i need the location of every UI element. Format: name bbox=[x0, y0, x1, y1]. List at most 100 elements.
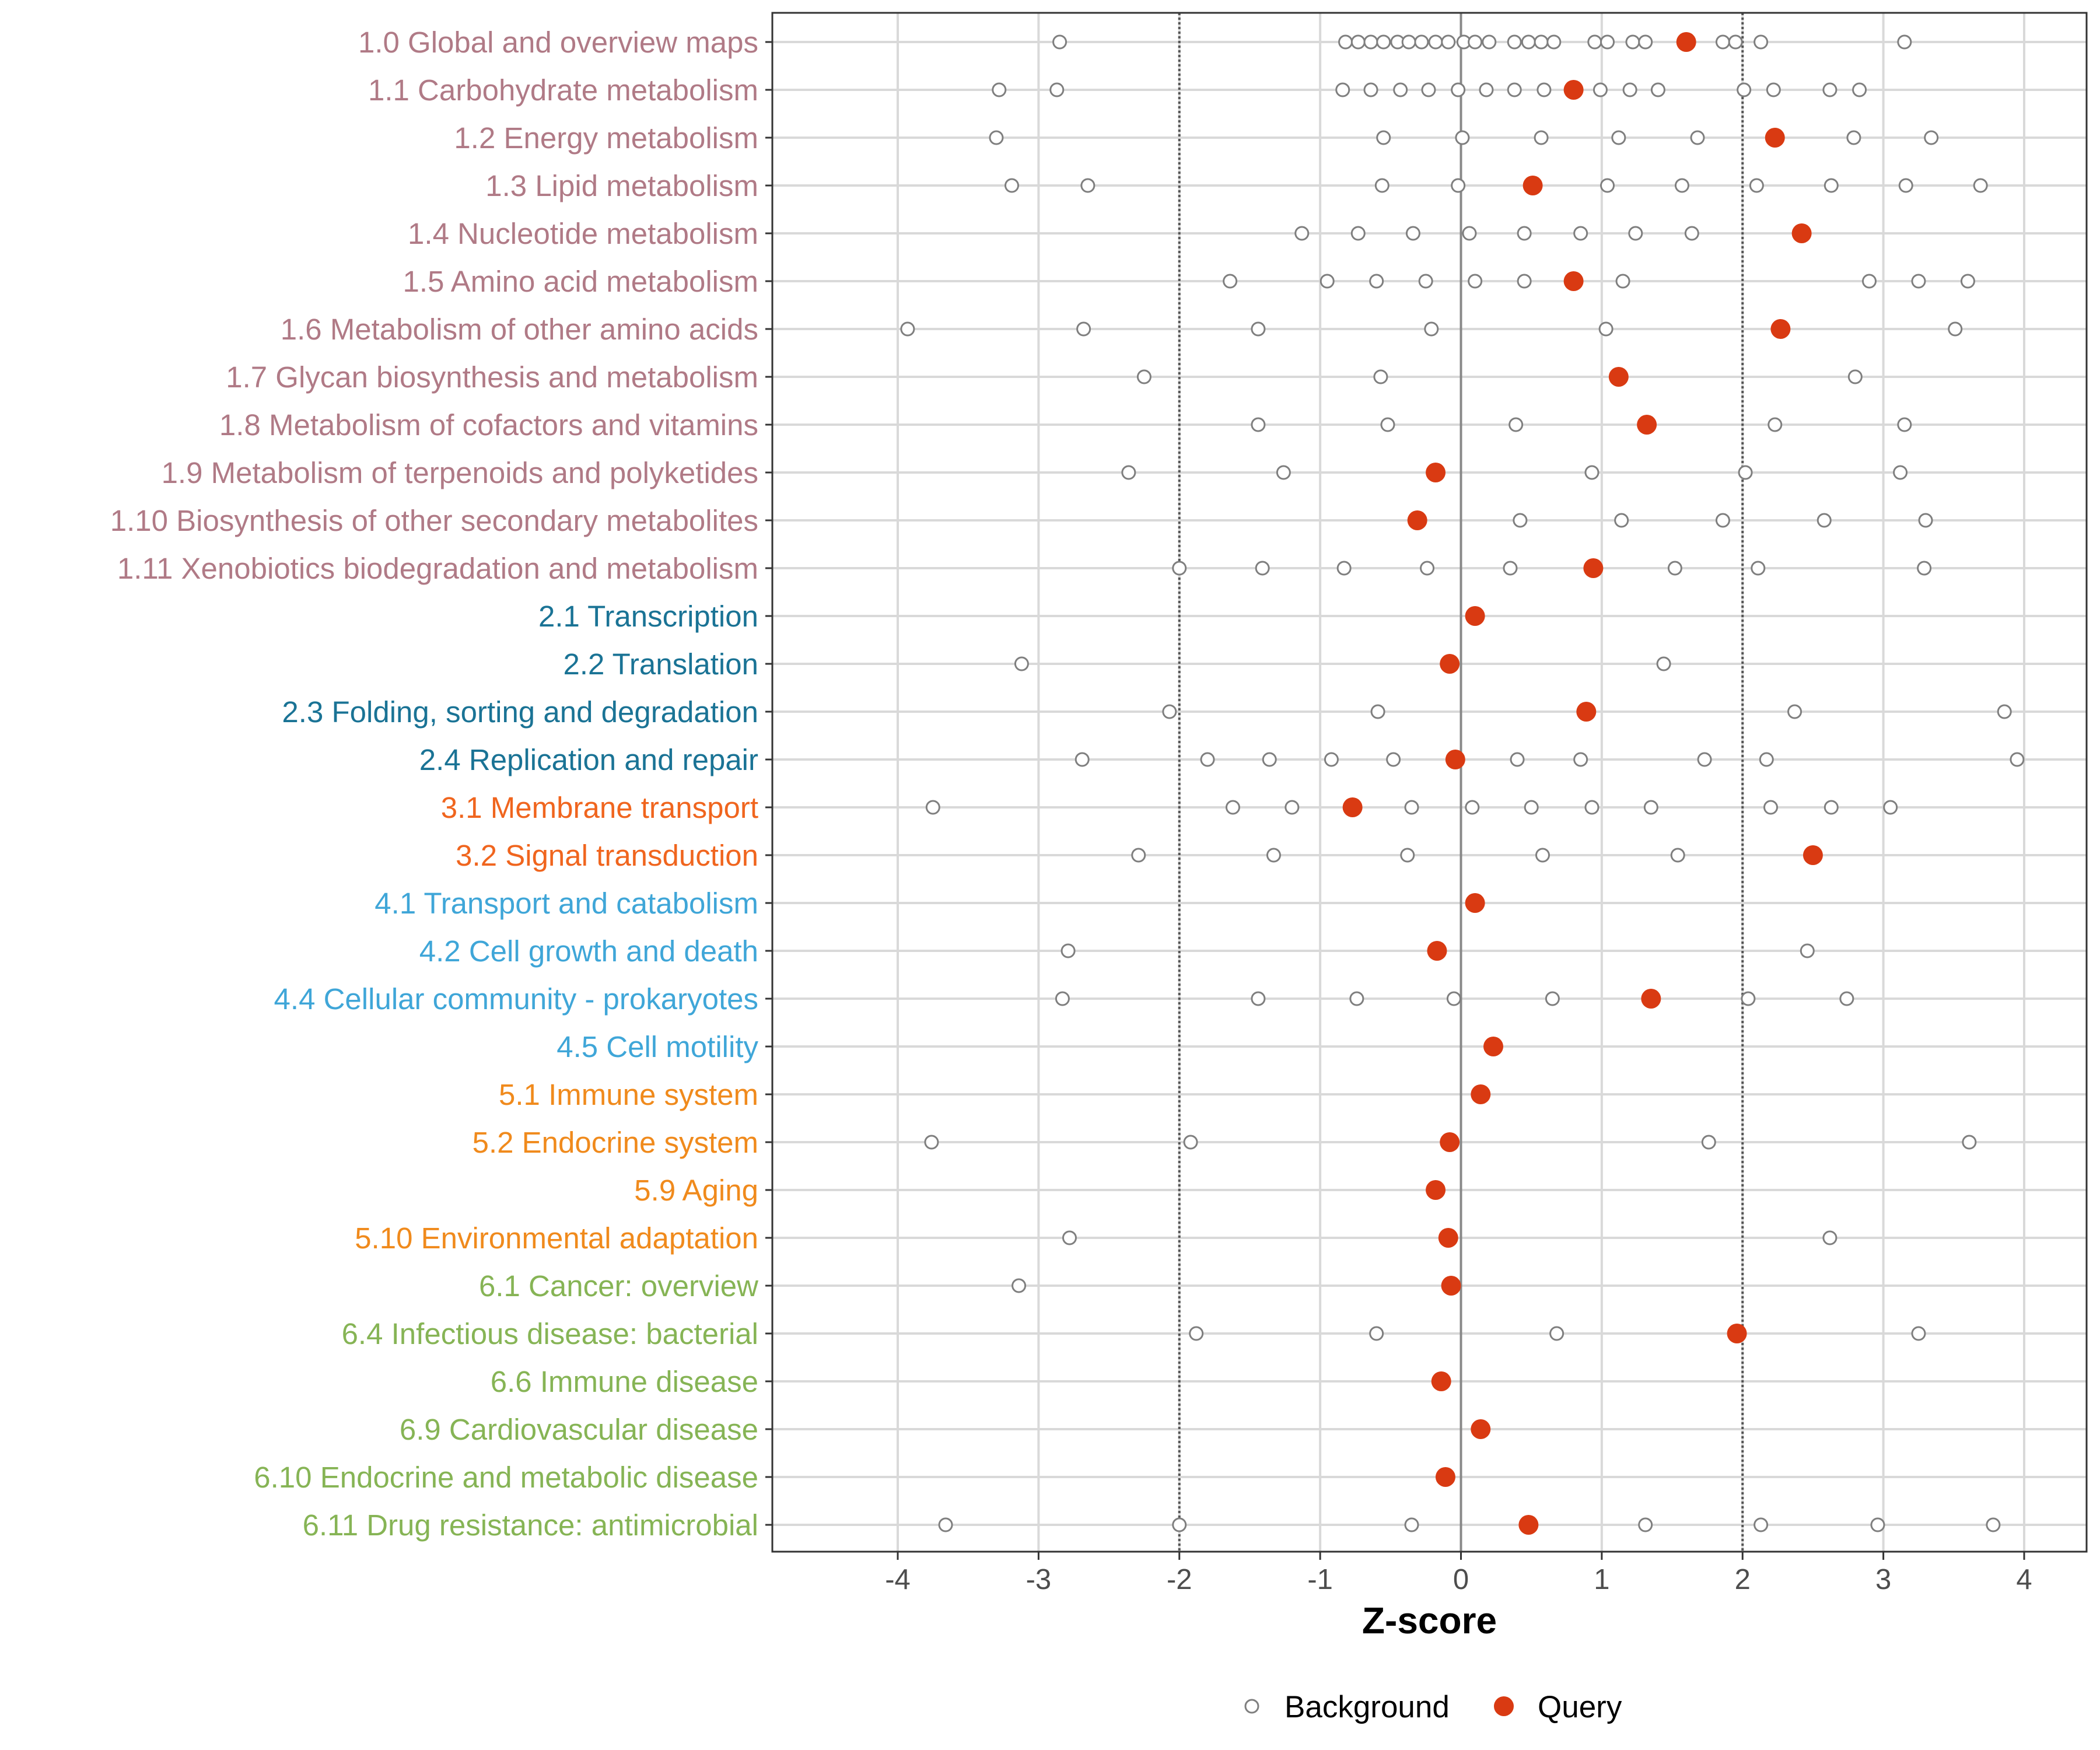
background-point bbox=[1468, 274, 1483, 289]
background-points bbox=[900, 34, 2025, 1532]
background-point bbox=[1615, 274, 1630, 289]
background-point bbox=[1510, 752, 1525, 767]
legend-background-label: Background bbox=[1284, 1690, 1450, 1724]
background-point bbox=[1465, 800, 1480, 815]
background-point bbox=[1225, 800, 1240, 815]
background-point bbox=[1584, 800, 1600, 815]
background-point bbox=[900, 321, 915, 337]
background-point bbox=[1507, 34, 1522, 50]
background-point bbox=[1251, 321, 1266, 337]
background-point bbox=[1534, 34, 1549, 50]
x-tick-label: 0 bbox=[1453, 1564, 1469, 1595]
background-point bbox=[1074, 752, 1090, 767]
background-point bbox=[1294, 226, 1310, 241]
background-point bbox=[1911, 274, 1926, 289]
background-point bbox=[1741, 991, 1756, 1006]
query-point bbox=[1483, 1037, 1504, 1056]
background-point bbox=[1824, 800, 1839, 815]
category-label: 2.3 Folding, sorting and degradation bbox=[282, 695, 758, 729]
query-point bbox=[1440, 654, 1460, 674]
background-point bbox=[1380, 417, 1395, 432]
background-point bbox=[1897, 417, 1912, 432]
background-point bbox=[1014, 656, 1029, 671]
background-point bbox=[1005, 178, 1020, 193]
background-point bbox=[1787, 704, 1803, 719]
background-point bbox=[1611, 130, 1626, 145]
query-points bbox=[1342, 32, 1823, 1535]
category-label: 5.2 Endocrine system bbox=[473, 1126, 758, 1159]
x-tick-label: -2 bbox=[1167, 1564, 1192, 1595]
background-point bbox=[1172, 1517, 1187, 1532]
background-point bbox=[1369, 1326, 1384, 1341]
background-point bbox=[1973, 178, 1988, 193]
category-label: 5.9 Aging bbox=[634, 1174, 758, 1207]
x-tick-label: -4 bbox=[885, 1564, 911, 1595]
background-point bbox=[1824, 178, 1839, 193]
background-point bbox=[1622, 82, 1637, 97]
background-point bbox=[1650, 82, 1665, 97]
category-label: 1.7 Glycan biosynthesis and metabolism bbox=[226, 360, 758, 394]
background-point bbox=[1455, 130, 1470, 145]
background-point bbox=[1451, 178, 1466, 193]
category-label: 1.2 Energy metabolism bbox=[454, 121, 758, 155]
background-point bbox=[1421, 82, 1436, 97]
background-point bbox=[1049, 82, 1065, 97]
background-point bbox=[1670, 848, 1685, 863]
query-point bbox=[1435, 1467, 1455, 1487]
background-point bbox=[1749, 178, 1764, 193]
background-point bbox=[1349, 991, 1364, 1006]
x-axis-title: Z-score bbox=[1362, 1600, 1497, 1642]
background-point bbox=[1418, 274, 1433, 289]
background-point bbox=[1374, 178, 1390, 193]
background-point bbox=[1055, 991, 1070, 1006]
background-point bbox=[1535, 848, 1550, 863]
background-point bbox=[1183, 1135, 1198, 1150]
background-point bbox=[1424, 321, 1439, 337]
background-point bbox=[1284, 800, 1300, 815]
category-label: 6.11 Drug resistance: antimicrobial bbox=[303, 1508, 758, 1542]
background-point bbox=[1822, 82, 1838, 97]
background-point bbox=[1625, 34, 1640, 50]
background-point bbox=[1162, 704, 1177, 719]
category-label: 4.4 Cellular community - prokaryotes bbox=[274, 982, 758, 1016]
x-tick-label: -3 bbox=[1026, 1564, 1052, 1595]
background-point bbox=[1266, 848, 1281, 863]
background-point bbox=[1545, 991, 1560, 1006]
background-point bbox=[1350, 226, 1366, 241]
x-axis: -4 -3 -2 -1 0 1 2 3 4 bbox=[885, 1552, 2032, 1595]
background-point bbox=[1428, 34, 1443, 50]
background-point bbox=[1414, 34, 1429, 50]
background-point bbox=[1598, 321, 1614, 337]
background-point bbox=[1251, 991, 1266, 1006]
background-point bbox=[1441, 34, 1456, 50]
background-point bbox=[1363, 34, 1378, 50]
background-point bbox=[1592, 82, 1608, 97]
category-label: 1.6 Metabolism of other amino acids bbox=[281, 313, 758, 346]
category-label: 6.9 Cardiovascular disease bbox=[400, 1413, 758, 1446]
category-label: 6.6 Immune disease bbox=[491, 1365, 758, 1398]
query-point bbox=[1426, 463, 1446, 482]
background-point bbox=[1507, 82, 1522, 97]
x-tick-label: 1 bbox=[1594, 1564, 1609, 1595]
background-point bbox=[1546, 34, 1562, 50]
query-point bbox=[1471, 1084, 1491, 1104]
query-point bbox=[1641, 989, 1661, 1009]
background-point bbox=[1121, 465, 1136, 480]
background-point bbox=[1320, 274, 1335, 289]
query-point bbox=[1445, 750, 1465, 769]
query-point bbox=[1440, 1132, 1460, 1152]
query-point bbox=[1608, 367, 1629, 387]
background-point bbox=[1573, 226, 1588, 241]
background-point bbox=[1404, 800, 1419, 815]
background-point bbox=[938, 1517, 953, 1532]
background-point bbox=[1517, 226, 1532, 241]
background-point bbox=[1060, 943, 1076, 958]
background-point bbox=[1136, 369, 1152, 384]
background-point bbox=[1638, 34, 1653, 50]
background-point bbox=[1131, 848, 1146, 863]
legend-query-marker bbox=[1494, 1696, 1514, 1716]
background-point bbox=[1893, 465, 1908, 480]
background-point bbox=[1839, 991, 1854, 1006]
background-point bbox=[925, 800, 940, 815]
category-label: 2.1 Transcription bbox=[538, 600, 758, 633]
